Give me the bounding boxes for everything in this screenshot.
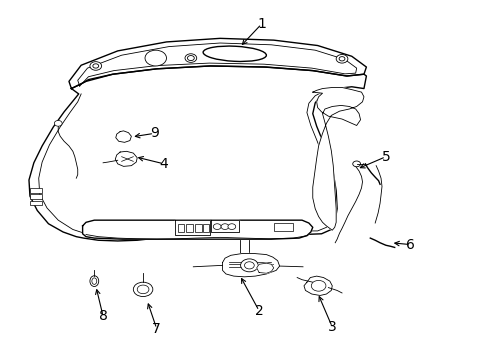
Polygon shape: [115, 151, 137, 166]
Circle shape: [187, 55, 194, 60]
Polygon shape: [116, 131, 131, 142]
Circle shape: [213, 224, 221, 229]
Ellipse shape: [203, 46, 266, 62]
Text: 7: 7: [152, 322, 161, 336]
Bar: [177, 224, 183, 232]
Text: 1: 1: [257, 17, 265, 31]
Text: 2: 2: [254, 304, 263, 318]
Polygon shape: [82, 220, 312, 239]
Text: 6: 6: [405, 238, 414, 252]
Polygon shape: [69, 39, 366, 89]
Text: 3: 3: [327, 320, 336, 334]
Circle shape: [137, 285, 149, 294]
Circle shape: [133, 282, 153, 297]
Circle shape: [311, 280, 325, 291]
Bar: [30, 201, 42, 205]
Polygon shape: [29, 66, 366, 241]
Bar: [273, 223, 293, 231]
Circle shape: [221, 224, 228, 229]
Polygon shape: [211, 220, 238, 232]
Text: 8: 8: [99, 309, 107, 323]
Bar: [195, 224, 201, 232]
Ellipse shape: [92, 278, 97, 284]
Circle shape: [240, 259, 258, 272]
Circle shape: [90, 62, 102, 70]
Polygon shape: [312, 87, 363, 230]
Polygon shape: [256, 263, 273, 273]
Circle shape: [54, 121, 62, 126]
Circle shape: [227, 224, 235, 229]
Circle shape: [244, 262, 254, 269]
Bar: [186, 224, 192, 232]
Circle shape: [352, 161, 360, 167]
Text: 4: 4: [160, 157, 168, 171]
Circle shape: [93, 64, 99, 68]
Bar: [30, 188, 42, 193]
Ellipse shape: [90, 276, 99, 287]
Circle shape: [145, 50, 166, 66]
Bar: [30, 194, 42, 199]
Circle shape: [338, 57, 344, 61]
Polygon shape: [175, 220, 210, 234]
Polygon shape: [304, 276, 331, 296]
Circle shape: [335, 54, 347, 63]
Circle shape: [184, 54, 196, 62]
Text: 9: 9: [149, 126, 159, 140]
Polygon shape: [222, 253, 279, 277]
Bar: [203, 224, 209, 232]
Text: 5: 5: [381, 150, 389, 164]
